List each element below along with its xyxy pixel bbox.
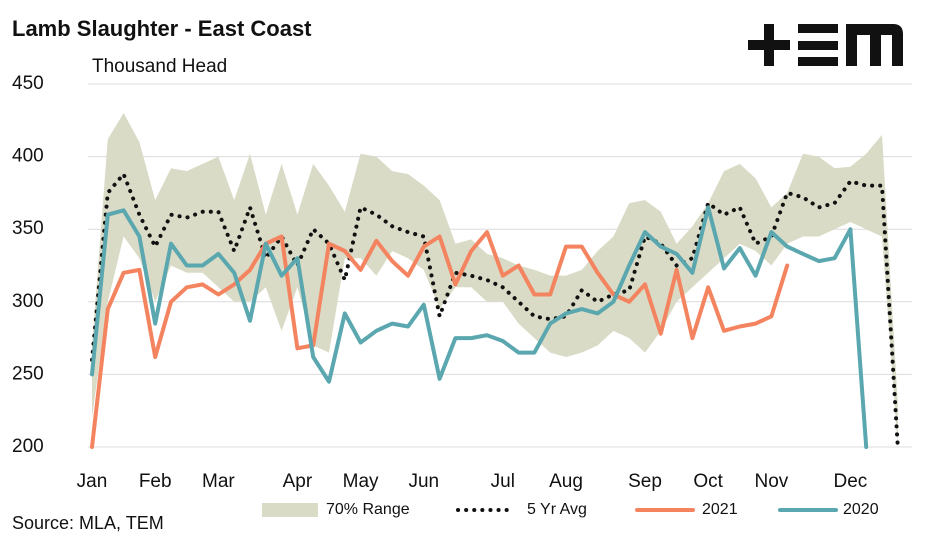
x-tick-label: May (343, 471, 379, 492)
x-tick-label: Jun (408, 471, 439, 492)
chart-subtitle: Thousand Head (92, 56, 227, 77)
legend-label: 2020 (843, 501, 879, 518)
y-tick-label: 250 (12, 363, 44, 384)
x-tick-label: Jul (491, 471, 515, 492)
x-tick-label: Aug (549, 471, 583, 492)
range-band (92, 113, 898, 447)
x-tick-label: Oct (693, 471, 723, 492)
x-tick-label: Sep (628, 471, 662, 492)
y-tick-label: 350 (12, 218, 44, 239)
series-line (90, 205, 869, 449)
x-tick-label: Dec (834, 471, 868, 492)
x-tick-label: Feb (139, 471, 172, 492)
legend-label: 5 Yr Avg (527, 501, 587, 518)
x-tick-label: Jan (77, 471, 108, 492)
x-tick-label: Mar (202, 471, 235, 492)
y-tick-label: 400 (12, 146, 44, 167)
x-tick-label: Nov (755, 471, 789, 492)
source: Source: MLA, TEM (12, 513, 164, 533)
series-line (90, 230, 790, 449)
legend-swatch (262, 503, 318, 517)
y-tick-label: 300 (12, 291, 44, 312)
y-tick-label: 450 (12, 73, 44, 94)
chart-title: Lamb Slaughter - East Coast (12, 16, 312, 41)
y-tick-label: 200 (12, 436, 44, 457)
series-line (90, 172, 900, 449)
legend-label: 70% Range (326, 501, 410, 518)
x-tick-label: Apr (283, 471, 313, 492)
logo (748, 24, 903, 66)
legend-label: 2021 (702, 501, 738, 518)
